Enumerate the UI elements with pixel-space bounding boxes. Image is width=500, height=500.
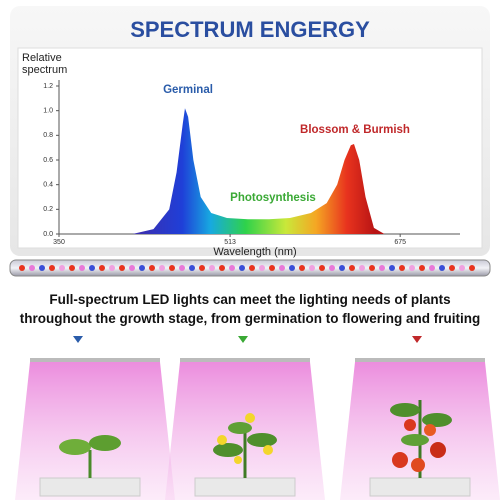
led bbox=[289, 265, 295, 271]
led bbox=[209, 265, 215, 271]
annotation: Photosynthesis bbox=[230, 192, 316, 204]
led bbox=[189, 265, 195, 271]
led bbox=[39, 265, 45, 271]
led bbox=[279, 265, 285, 271]
led bbox=[459, 265, 465, 271]
led bbox=[269, 265, 275, 271]
y-tick-label: 0.4 bbox=[43, 182, 53, 189]
marker-green bbox=[238, 336, 248, 343]
led bbox=[329, 265, 335, 271]
led bbox=[89, 265, 95, 271]
panel-seedling bbox=[15, 358, 175, 500]
marker-blue bbox=[73, 336, 83, 343]
y-tick-label: 0.6 bbox=[43, 157, 53, 164]
led bbox=[139, 265, 145, 271]
led bbox=[49, 265, 55, 271]
led bbox=[389, 265, 395, 271]
annotation: Blossom & Burmish bbox=[300, 124, 410, 136]
led bbox=[129, 265, 135, 271]
chart-title: SPECTRUM ENGERGY bbox=[130, 17, 370, 42]
led bbox=[469, 265, 475, 271]
led bbox=[409, 265, 415, 271]
led bbox=[339, 265, 345, 271]
y-tick-label: 0.8 bbox=[43, 132, 53, 139]
x-tick-label: 513 bbox=[224, 239, 236, 246]
led bbox=[259, 265, 265, 271]
led bbox=[219, 265, 225, 271]
annotation: Germinal bbox=[163, 84, 213, 96]
y-tick-label: 1.0 bbox=[43, 108, 53, 115]
led bbox=[119, 265, 125, 271]
led bbox=[69, 265, 75, 271]
caption-line: throughout the growth stage, from germin… bbox=[19, 311, 481, 326]
y-tick-label: 0.2 bbox=[43, 206, 53, 213]
x-tick-label: 675 bbox=[394, 239, 406, 246]
led bbox=[149, 265, 155, 271]
led bbox=[299, 265, 305, 271]
led bbox=[79, 265, 85, 271]
spectrum-area bbox=[132, 108, 385, 234]
led bbox=[179, 265, 185, 271]
plot-panel bbox=[17, 47, 483, 249]
led bbox=[169, 265, 175, 271]
led bbox=[99, 265, 105, 271]
y-axis-label: Relative spectrum bbox=[22, 52, 68, 76]
panel-fruiting bbox=[340, 358, 500, 500]
led bbox=[239, 265, 245, 271]
led bbox=[199, 265, 205, 271]
led bbox=[249, 265, 255, 271]
led bbox=[359, 265, 365, 271]
y-tick-label: 1.2 bbox=[43, 83, 53, 90]
x-tick-label: 350 bbox=[53, 239, 65, 246]
caption-line: Full-spectrum LED lights can meet the li… bbox=[49, 292, 451, 307]
led bbox=[399, 265, 405, 271]
led bbox=[309, 265, 315, 271]
led bbox=[439, 265, 445, 271]
led bbox=[379, 265, 385, 271]
led bbox=[159, 265, 165, 271]
y-tick-label: 0.0 bbox=[43, 231, 53, 238]
led bbox=[319, 265, 325, 271]
led bbox=[19, 265, 25, 271]
led bbox=[59, 265, 65, 271]
led bbox=[369, 265, 375, 271]
led bbox=[109, 265, 115, 271]
led bbox=[419, 265, 425, 271]
led bbox=[349, 265, 355, 271]
led bbox=[429, 265, 435, 271]
led bbox=[449, 265, 455, 271]
marker-red bbox=[412, 336, 422, 343]
x-axis-label: Wavelength (nm) bbox=[213, 246, 296, 258]
panel-flowering bbox=[165, 358, 325, 500]
led bbox=[29, 265, 35, 271]
led bbox=[229, 265, 235, 271]
